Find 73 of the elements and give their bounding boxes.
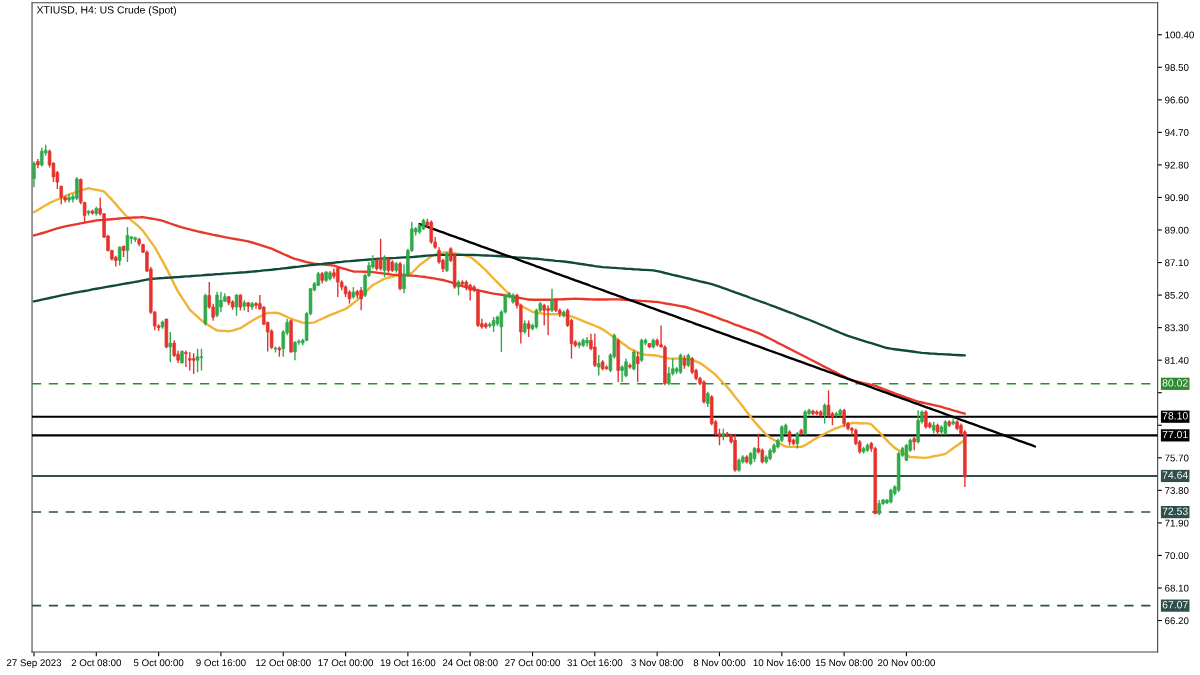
- x-tick-label: 10 Nov 16:00: [753, 659, 811, 667]
- y-tick-label: 92.80: [1165, 161, 1189, 169]
- y-tick-label: 73.80: [1165, 487, 1189, 494]
- chart-title: XTIUSD, H4: US Crude (Spot): [36, 5, 176, 16]
- ref-line-label: 67.07: [1162, 601, 1188, 609]
- candlestick: [596, 354, 601, 377]
- x-tick-label: 9 Oct 16:00: [196, 659, 246, 667]
- candlestick: [215, 290, 219, 319]
- candlestick: [293, 340, 297, 361]
- candlestick: [429, 219, 434, 245]
- candlestick: [336, 266, 340, 298]
- candlestick: [632, 349, 636, 372]
- x-tick-label: 15 Nov 08:00: [815, 659, 873, 667]
- x-tick-label: 31 Oct 16:00: [567, 659, 623, 667]
- y-tick-label: 81.40: [1165, 356, 1189, 364]
- y-tick-label: 98.50: [1165, 64, 1189, 71]
- ref-line-label: 74.64: [1162, 471, 1188, 479]
- x-tick-label: 12 Oct 08:00: [256, 659, 311, 667]
- candlestick: [916, 409, 920, 445]
- y-tick-label: 71.90: [1165, 519, 1189, 527]
- line-series: [32, 215, 967, 415]
- x-tick-label: 27 Sep 2023: [6, 659, 62, 669]
- y-tick-label: 66.20: [1165, 617, 1189, 625]
- x-tick-label: 24 Oct 08:00: [442, 659, 498, 667]
- x-tick-label: 2 Oct 08:00: [71, 659, 122, 667]
- y-tick-label: 87.10: [1165, 259, 1189, 267]
- candlestick: [234, 293, 239, 317]
- candlestick: [639, 337, 644, 363]
- y-tick-label: 90.90: [1165, 194, 1189, 202]
- candlestick: [593, 332, 597, 368]
- y-tick-label: 100.40: [1165, 31, 1194, 39]
- candlestick: [75, 176, 79, 201]
- candlestick: [803, 409, 807, 436]
- y-tick-label: 83.30: [1165, 324, 1189, 332]
- candlestick: [125, 226, 130, 263]
- x-tick-label: 8 Nov 00:00: [693, 659, 746, 667]
- candlestick: [382, 254, 387, 278]
- candlestick: [188, 351, 192, 372]
- x-tick-label: 17 Oct 00:00: [318, 659, 374, 667]
- y-tick-label: 89.00: [1165, 226, 1189, 234]
- candlestick: [624, 357, 628, 379]
- line-series: [32, 253, 967, 357]
- candlestick: [199, 348, 204, 372]
- candlestick: [842, 407, 846, 428]
- candlestick: [40, 147, 44, 168]
- candlestick: [191, 352, 196, 375]
- candlestick: [219, 290, 223, 313]
- candlestick: [702, 379, 706, 405]
- y-tick-label: 94.70: [1165, 129, 1189, 136]
- candlestick: [550, 288, 554, 313]
- x-tick-label: 19 Oct 16:00: [380, 659, 436, 667]
- x-tick-label: 5 Oct 00:00: [133, 659, 184, 667]
- candlestick: [195, 348, 200, 373]
- ref-line-label: 77.01: [1162, 430, 1188, 439]
- y-tick-label: 96.60: [1165, 96, 1189, 104]
- ref-line-label: 80.02: [1162, 379, 1188, 387]
- candlestick: [184, 349, 188, 368]
- candlestick: [924, 409, 928, 430]
- y-tick-label: 75.70: [1165, 454, 1189, 462]
- candlestick: [620, 364, 624, 383]
- candlestick: [359, 286, 363, 312]
- x-tick-label: 27 Oct 00:00: [505, 659, 560, 667]
- y-tick-label: 70.00: [1165, 552, 1189, 560]
- candlestick: [445, 251, 449, 273]
- candlestick: [534, 307, 539, 330]
- y-tick-label: 68.10: [1165, 584, 1189, 592]
- ref-line-label: 78.10: [1162, 412, 1188, 420]
- x-tick-label: 20 Nov 00:00: [878, 659, 935, 667]
- candlestick: [546, 304, 550, 337]
- ref-line-label: 72.53: [1162, 507, 1188, 515]
- y-tick-label: 85.20: [1165, 291, 1189, 299]
- x-tick-label: 3 Nov 08:00: [631, 659, 683, 667]
- candlestick: [678, 352, 683, 375]
